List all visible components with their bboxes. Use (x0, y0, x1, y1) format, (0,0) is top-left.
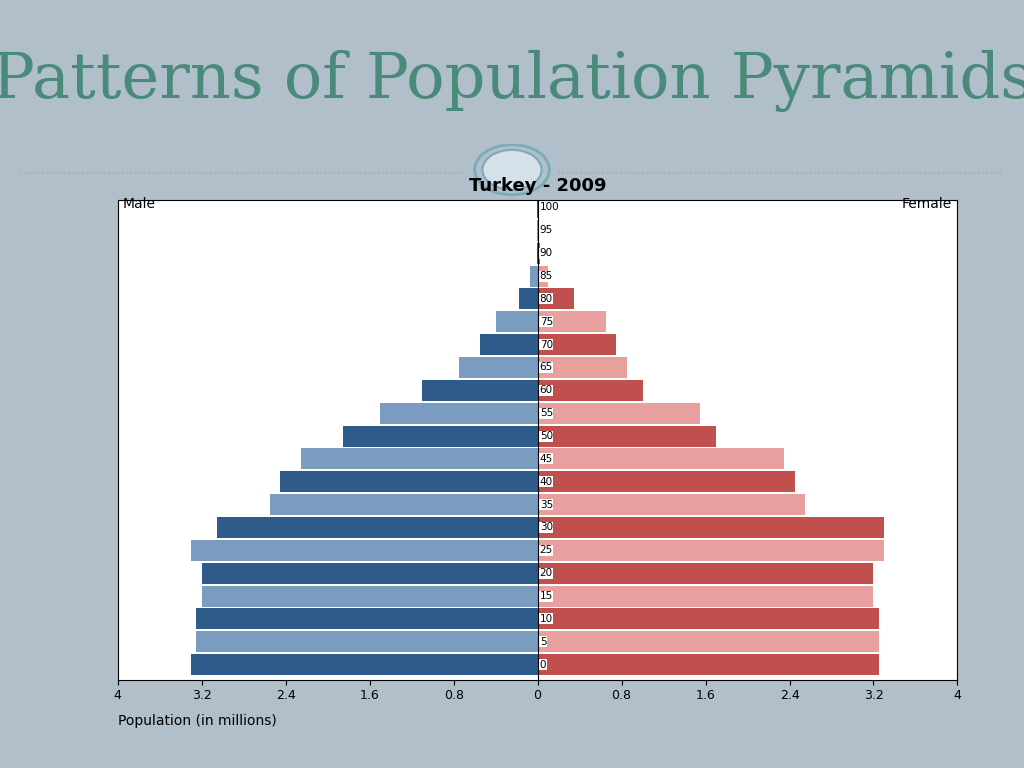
Text: 80: 80 (540, 294, 553, 304)
Bar (496, 311, 538, 333)
Bar (538, 472, 795, 492)
Bar (270, 494, 538, 515)
Bar (538, 631, 879, 652)
Bar (538, 517, 884, 538)
Text: 15: 15 (540, 591, 553, 601)
Text: 30: 30 (540, 522, 553, 532)
Bar (538, 402, 700, 424)
Bar (538, 243, 540, 263)
Text: 5: 5 (540, 637, 547, 647)
Bar (422, 380, 538, 401)
Text: 60: 60 (540, 386, 553, 396)
Bar (538, 266, 548, 286)
Bar (538, 608, 879, 630)
Bar (480, 334, 538, 355)
Title: Turkey - 2009: Turkey - 2009 (469, 177, 606, 195)
Bar (191, 654, 538, 675)
Bar (281, 472, 538, 492)
Bar (380, 402, 538, 424)
Bar (538, 380, 643, 401)
Text: 85: 85 (540, 271, 553, 281)
Text: 95: 95 (540, 225, 553, 235)
Bar (538, 654, 879, 675)
Bar (202, 585, 538, 607)
Text: 90: 90 (540, 248, 553, 258)
Bar (459, 357, 538, 378)
Bar (217, 517, 538, 538)
Bar (538, 540, 884, 561)
Bar (538, 585, 873, 607)
Text: Patterns of Population Pyramids: Patterns of Population Pyramids (0, 50, 1024, 112)
Text: 40: 40 (540, 477, 553, 487)
Bar (202, 563, 538, 584)
Text: 55: 55 (540, 408, 553, 418)
Bar (538, 449, 784, 469)
Bar (530, 266, 538, 286)
Text: Female: Female (902, 197, 952, 211)
Bar (197, 608, 538, 630)
Text: 75: 75 (540, 316, 553, 326)
Text: 100: 100 (540, 203, 559, 213)
Text: 25: 25 (540, 545, 553, 555)
Bar (538, 311, 606, 333)
Bar (301, 449, 538, 469)
Bar (538, 357, 627, 378)
Text: 0: 0 (540, 660, 546, 670)
Text: 35: 35 (540, 500, 553, 510)
Bar (538, 288, 574, 310)
Text: 45: 45 (540, 454, 553, 464)
Bar (537, 243, 538, 263)
Bar (343, 425, 538, 446)
Text: Population (in millions): Population (in millions) (118, 714, 276, 728)
Bar (197, 631, 538, 652)
Text: 20: 20 (540, 568, 553, 578)
Text: 70: 70 (540, 339, 553, 349)
Text: Male: Male (123, 197, 156, 211)
Circle shape (482, 150, 542, 190)
Bar (538, 563, 873, 584)
Bar (538, 334, 616, 355)
Bar (538, 494, 805, 515)
Text: 10: 10 (540, 614, 553, 624)
Bar (538, 425, 716, 446)
Text: 50: 50 (540, 431, 553, 441)
Bar (191, 540, 538, 561)
Text: 65: 65 (540, 362, 553, 372)
Bar (519, 288, 538, 310)
